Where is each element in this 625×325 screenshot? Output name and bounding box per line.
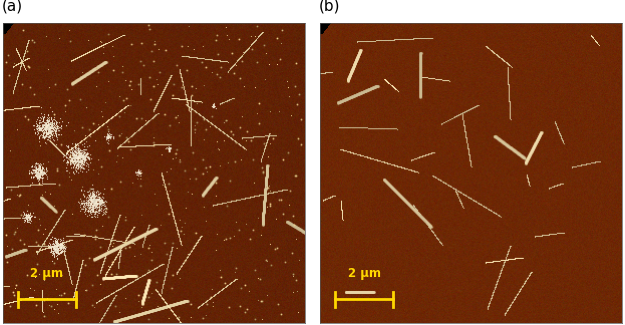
Text: 2 μm: 2 μm [348,267,381,280]
Text: (b): (b) [319,0,340,14]
Text: 2 μm: 2 μm [31,267,63,280]
Text: (a): (a) [2,0,22,14]
